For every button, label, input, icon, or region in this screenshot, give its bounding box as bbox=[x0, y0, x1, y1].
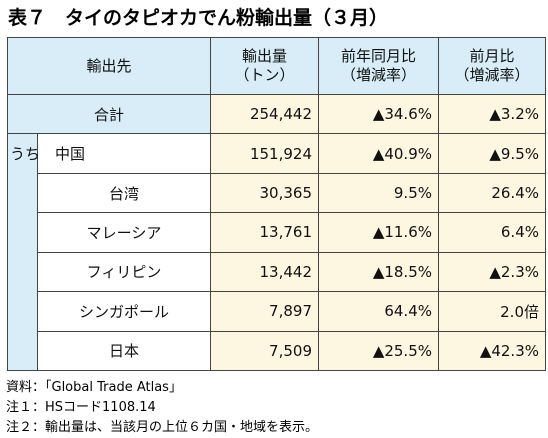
row-name: 合計 bbox=[93, 105, 124, 124]
header-cell: 前月比 （増減率） bbox=[438, 37, 546, 95]
value-cell: ▲18.5% bbox=[318, 251, 439, 293]
value-cell: ▲40.9% bbox=[318, 133, 439, 174]
row-name-cell: フィリピン bbox=[37, 251, 211, 293]
value-cell: 151,924 bbox=[210, 133, 319, 174]
value-cell: 26.4% bbox=[438, 172, 546, 214]
value-cell: 9.5% bbox=[318, 172, 439, 214]
value-cell: 64.4% bbox=[318, 291, 439, 332]
row-name: フィリピン bbox=[86, 263, 162, 282]
header-text: 前年同月比 bbox=[340, 47, 416, 65]
header-text: 輸出量 bbox=[241, 47, 287, 65]
indent-cell bbox=[7, 133, 38, 371]
value-cell: ▲9.5% bbox=[438, 133, 546, 174]
row-name: 日本 bbox=[108, 342, 139, 361]
row-name-cell: うち 中国 bbox=[10, 133, 211, 174]
row-name-cell: シンガポール bbox=[37, 291, 211, 332]
value-cell: 13,442 bbox=[210, 251, 319, 293]
value-cell: 7,509 bbox=[210, 330, 319, 371]
row-name-cell: 日本 bbox=[37, 330, 211, 371]
header-text: （増減率） bbox=[454, 66, 530, 84]
value-cell: ▲25.5% bbox=[318, 330, 439, 371]
note: 資料：「Global Trade Atlas」 bbox=[6, 380, 182, 395]
value-cell: 30,365 bbox=[210, 172, 319, 214]
value-cell: ▲11.6% bbox=[318, 212, 439, 253]
row-name: うち 中国 bbox=[10, 145, 86, 164]
header-text: （増減率） bbox=[340, 66, 416, 84]
row-name: シンガポール bbox=[78, 302, 169, 321]
value-cell: 13,761 bbox=[210, 212, 319, 253]
value-cell: ▲2.3% bbox=[438, 251, 546, 293]
value-cell: ▲3.2% bbox=[438, 94, 546, 135]
row-name: 台湾 bbox=[108, 184, 139, 203]
header-cell: 輸出量 （トン） bbox=[210, 37, 319, 95]
row-name: マレーシア bbox=[86, 223, 162, 242]
value-cell: 7,897 bbox=[210, 291, 319, 332]
header-text: 前月比 bbox=[469, 47, 515, 65]
value-cell: 2.0倍 bbox=[438, 291, 546, 332]
row-name-cell: 台湾 bbox=[37, 172, 211, 214]
note: 注１：HSコード1108.14 bbox=[6, 400, 156, 415]
row-name-cell: マレーシア bbox=[37, 212, 211, 253]
note: 注２：輸出量は、当該月の上位６カ国・地域を表示。 bbox=[6, 420, 319, 435]
value-cell: ▲34.6% bbox=[318, 94, 439, 135]
header-text: 輸出先 bbox=[86, 56, 132, 75]
header-text: （トン） bbox=[234, 66, 295, 84]
row-name-cell: 合計 bbox=[7, 94, 211, 135]
value-cell: 6.4% bbox=[438, 212, 546, 253]
header-cell: 前年同月比 （増減率） bbox=[318, 37, 439, 95]
value-cell: ▲42.3% bbox=[438, 330, 546, 371]
header-cell: 輸出先 bbox=[7, 37, 211, 95]
title: 表７ タイのタピオカでん粉輸出量（３月） bbox=[8, 7, 389, 29]
value-cell: 254,442 bbox=[210, 94, 319, 135]
